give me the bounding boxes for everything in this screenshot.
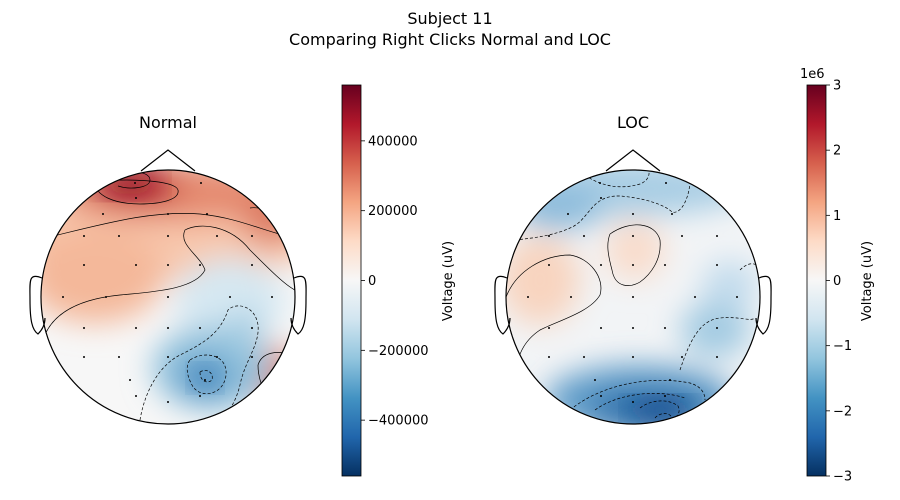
sensor-markers-loc — [527, 182, 738, 403]
colorbar-loc-offset: 1e6 — [800, 67, 825, 82]
topomap-normal-title: Normal — [139, 113, 197, 132]
colorbar-loc-tick-label: −2 — [833, 404, 852, 419]
colorbar-loc-tick-label: 3 — [833, 79, 841, 94]
colorbar-loc-tick-label: 0 — [833, 274, 841, 289]
head-outline-normal — [29, 149, 307, 425]
topomap-loc-field — [506, 170, 760, 424]
figure-subtitle: Comparing Right Clicks Normal and LOC — [289, 30, 611, 49]
colorbar-loc-scale — [806, 84, 827, 477]
colorbar-normal-tick-label: 0 — [368, 274, 376, 289]
colorbar-normal-scale — [341, 84, 362, 477]
head-outline-loc — [494, 149, 772, 425]
colorbar-loc-tick-label: 1 — [833, 209, 841, 224]
colorbar-normal-tick-label: −400000 — [368, 414, 429, 429]
colorbar-normal: 400000 200000 0 −200000 −400000 Voltage (uV) — [341, 84, 456, 477]
colorbar-normal-tick-label: 400000 — [368, 134, 418, 149]
colorbar-loc: 1e6 3 2 1 0 −1 −2 −3 Voltage (uV) — [800, 67, 875, 485]
colorbar-loc-label: Voltage (uV) — [860, 241, 875, 321]
colorbar-loc-tick-label: 2 — [833, 144, 841, 159]
colorbar-normal-label: Voltage (uV) — [441, 241, 456, 321]
colorbar-normal-tick-label: −200000 — [368, 344, 429, 359]
topomap-normal: Normal — [29, 113, 307, 425]
colorbar-normal-tick-label: 200000 — [368, 204, 418, 219]
topomap-loc: LOC — [494, 113, 772, 425]
colorbar-loc-tick-label: −1 — [833, 339, 852, 354]
sensor-markers-normal — [62, 182, 273, 403]
colorbar-loc-tick-label: −3 — [833, 470, 852, 485]
topomap-normal-field — [41, 170, 295, 424]
colorbar-normal-ticks: 400000 200000 0 −200000 −400000 — [361, 134, 429, 429]
colorbar-loc-ticks: 3 2 1 0 −1 −2 −3 — [826, 79, 852, 485]
figure-title: Subject 11 — [407, 9, 492, 28]
topomap-loc-title: LOC — [617, 113, 649, 132]
